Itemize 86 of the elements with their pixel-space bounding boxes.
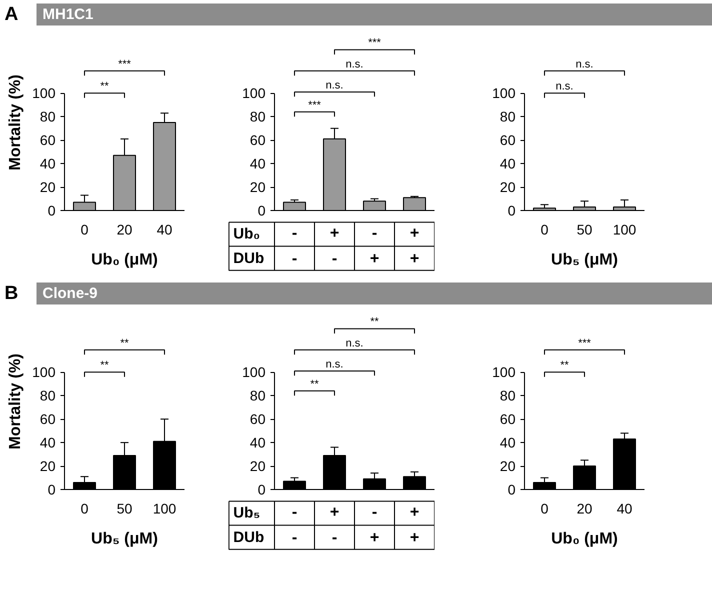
annotation: ** bbox=[310, 378, 320, 390]
y-tick-label: 20 bbox=[40, 179, 56, 196]
y-tick-label: 80 bbox=[500, 108, 516, 125]
text: *** bbox=[118, 58, 132, 70]
y-axis-title: Mortality (%) bbox=[7, 354, 24, 450]
x-tick-label: 50 bbox=[116, 500, 132, 516]
y-tick-label: 60 bbox=[500, 411, 516, 428]
x-tick-label: 0 bbox=[540, 500, 549, 516]
x-tick-label: + - bbox=[330, 224, 340, 268]
y-tick-label: 100 bbox=[242, 364, 266, 380]
text: ** bbox=[120, 337, 130, 350]
y-tick-label: 80 bbox=[500, 388, 516, 404]
text: B bbox=[4, 283, 18, 304]
y-tick-label: 0 bbox=[258, 481, 266, 498]
y-tick-label: 60 bbox=[500, 132, 516, 148]
text: n.s. bbox=[326, 358, 344, 370]
y-tick-label: 0 bbox=[508, 202, 516, 218]
y-tick-label: 60 bbox=[40, 411, 56, 428]
text: n.s. bbox=[556, 80, 574, 93]
x-tick-label: 40 bbox=[156, 222, 172, 238]
y-axis-title: Mortality (%) bbox=[7, 74, 24, 170]
text: ** bbox=[370, 316, 380, 328]
text: MH1C1 bbox=[42, 6, 94, 23]
y-tick-label: 20 bbox=[250, 179, 266, 196]
text: DUb bbox=[233, 250, 264, 267]
y-tick-label: 20 bbox=[250, 458, 266, 474]
text: ** bbox=[100, 360, 110, 372]
x-tick-label: 0 bbox=[540, 222, 549, 238]
text: ** bbox=[100, 80, 110, 93]
x-axis-title: Ub₅ (μM) bbox=[91, 530, 158, 548]
y-tick-label: 20 bbox=[500, 179, 516, 196]
y-tick-label: 40 bbox=[500, 434, 516, 451]
y-tick-label: 40 bbox=[250, 434, 266, 451]
x-tick-label: - + bbox=[370, 224, 380, 268]
x-tick-label: 100 bbox=[612, 222, 636, 238]
y-tick-label: 80 bbox=[250, 108, 266, 125]
text: Ub₅ bbox=[233, 504, 260, 522]
x-tick-label: - - bbox=[292, 224, 298, 268]
text: A bbox=[4, 4, 18, 25]
x-axis-title: Ub₀ (μM) bbox=[551, 530, 618, 548]
y-tick-label: 60 bbox=[250, 411, 266, 428]
y-tick-label: 20 bbox=[500, 458, 516, 474]
text: *** bbox=[578, 337, 592, 350]
y-tick-label: 20 bbox=[40, 458, 56, 474]
text: n.s. bbox=[346, 58, 364, 70]
text: DUb bbox=[233, 528, 264, 546]
x-tick-label: - - bbox=[292, 504, 298, 547]
y-tick-label: 80 bbox=[40, 388, 56, 404]
text: Ub₀ bbox=[233, 226, 260, 243]
text: n.s. bbox=[576, 58, 594, 70]
annotation: *** bbox=[308, 99, 322, 112]
x-tick-label: + + bbox=[410, 504, 420, 547]
x-tick-label: 20 bbox=[576, 500, 592, 516]
y-tick-label: 60 bbox=[250, 132, 266, 148]
x-tick-label: 40 bbox=[616, 500, 632, 516]
y-tick-label: 0 bbox=[258, 202, 266, 218]
y-tick-label: 40 bbox=[500, 156, 516, 172]
x-tick-label: - + bbox=[370, 504, 380, 547]
y-tick-label: 60 bbox=[40, 132, 56, 148]
x-axis-title: Ub₀ (μM) bbox=[91, 252, 158, 268]
x-tick-label: 100 bbox=[152, 500, 176, 516]
x-tick-label: 0 bbox=[80, 500, 89, 516]
text: n.s. bbox=[326, 79, 344, 92]
y-tick-label: 100 bbox=[32, 364, 56, 380]
x-tick-label: 50 bbox=[576, 222, 592, 238]
x-tick-label: 0 bbox=[80, 222, 89, 238]
x-tick-label: + + bbox=[410, 224, 420, 268]
y-tick-label: 40 bbox=[40, 434, 56, 451]
y-tick-label: 0 bbox=[48, 482, 56, 498]
y-tick-label: 100 bbox=[32, 85, 56, 102]
x-tick-label: + - bbox=[330, 504, 340, 547]
y-tick-label: 0 bbox=[48, 202, 56, 218]
y-tick-label: 40 bbox=[250, 156, 266, 172]
y-tick-label: 80 bbox=[40, 108, 56, 125]
y-tick-label: 0 bbox=[508, 482, 516, 498]
text: n.s. bbox=[346, 337, 364, 350]
x-tick-label: 20 bbox=[116, 222, 132, 238]
y-tick-label: 40 bbox=[40, 156, 56, 172]
x-axis-title: Ub₅ (μM) bbox=[551, 252, 618, 268]
text: ** bbox=[560, 360, 570, 372]
y-tick-label: 80 bbox=[250, 388, 266, 404]
y-tick-label: 100 bbox=[242, 85, 266, 102]
y-tick-label: 100 bbox=[492, 364, 516, 380]
y-tick-label: 100 bbox=[492, 85, 516, 102]
text: *** bbox=[368, 37, 382, 50]
text: Clone-9 bbox=[42, 285, 98, 302]
